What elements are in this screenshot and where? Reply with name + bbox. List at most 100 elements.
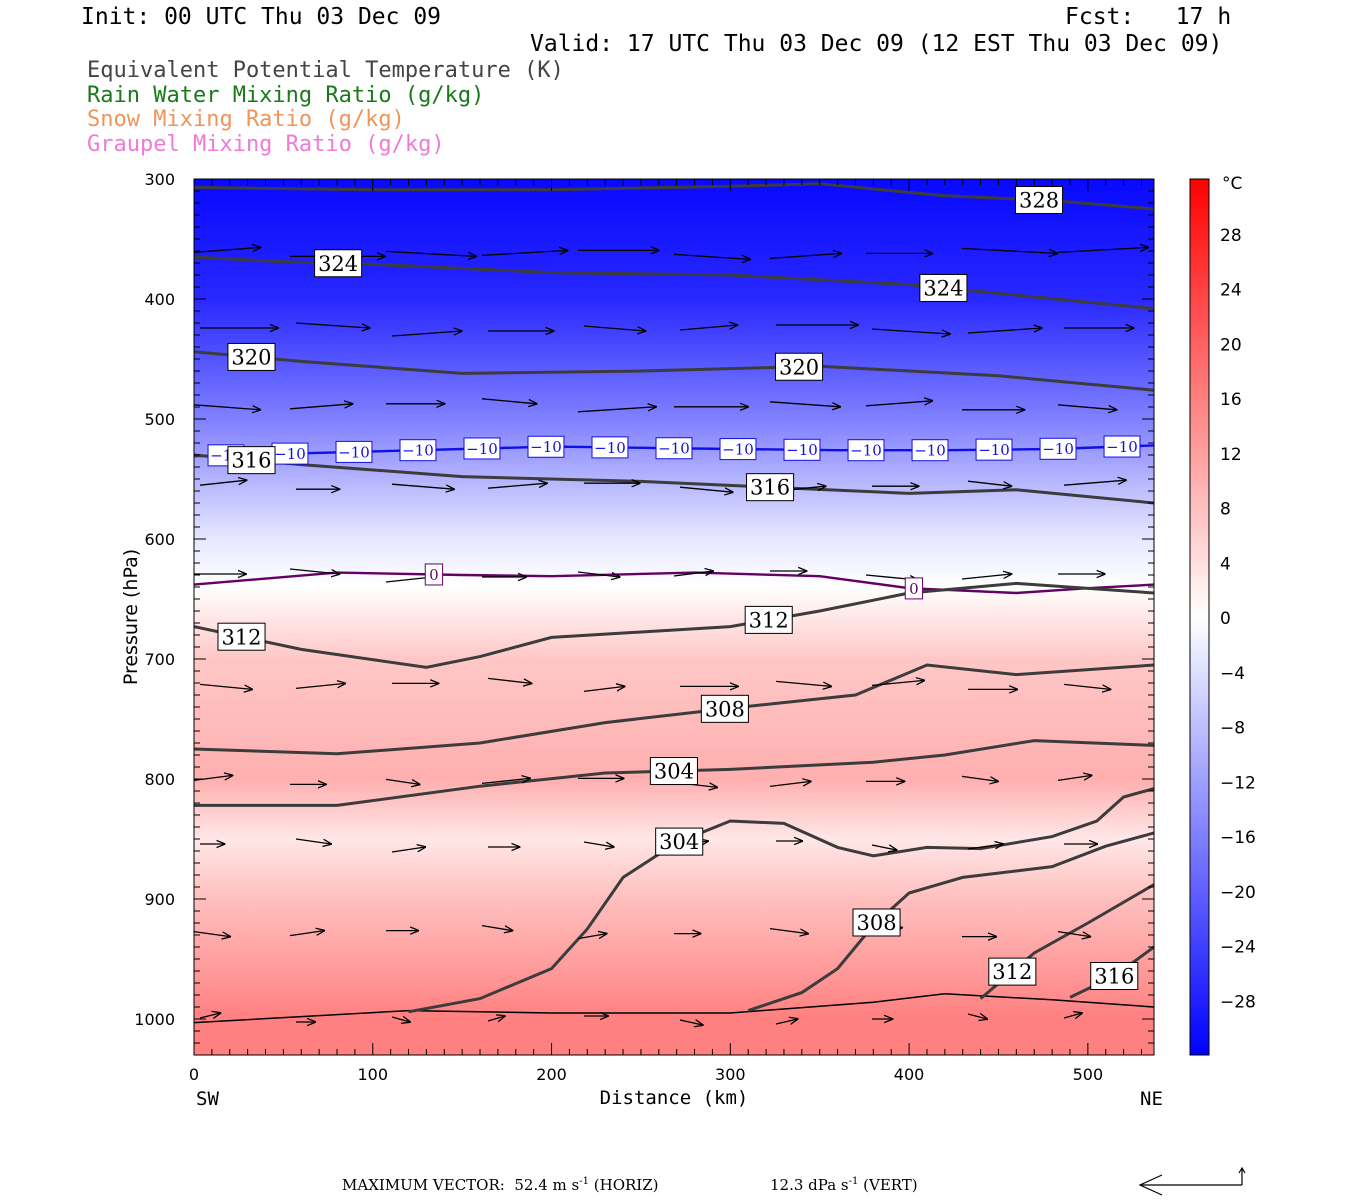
isotherm-label: −10 bbox=[722, 440, 754, 458]
theta-e-label-box bbox=[919, 273, 968, 302]
colorbar-tick-label: 12 bbox=[1220, 445, 1242, 465]
y-tick-label: 700 bbox=[144, 650, 175, 669]
isotherm-label: −10 bbox=[402, 442, 434, 460]
wind-vector bbox=[673, 571, 713, 577]
wind-vector bbox=[967, 480, 1011, 486]
wind-vector bbox=[961, 775, 998, 781]
wind-vector bbox=[289, 931, 324, 937]
wind-vector bbox=[487, 677, 532, 683]
isotherm-label-box bbox=[719, 438, 757, 461]
wind-vector bbox=[961, 247, 1057, 253]
theta-e-contour bbox=[194, 453, 1154, 505]
isotherm-label-box bbox=[335, 440, 373, 463]
wind-vector bbox=[967, 328, 1042, 334]
plot-frame bbox=[193, 178, 1155, 1056]
wind-vector bbox=[194, 404, 260, 410]
wind-vector bbox=[871, 845, 897, 850]
y-axis-label: Pressure (hPa) bbox=[120, 549, 142, 685]
wind-vector bbox=[679, 486, 733, 492]
theta-e-contour bbox=[747, 831, 1154, 1013]
wind-vector bbox=[487, 1016, 505, 1021]
theta-e-label: 316 bbox=[231, 449, 271, 473]
x-tick-label: 300 bbox=[715, 1065, 746, 1084]
colorbar-tick-label: −8 bbox=[1220, 719, 1245, 739]
wind-vector bbox=[961, 574, 1011, 580]
isotherm-label: −10 bbox=[1106, 438, 1138, 456]
isotherm-label-box bbox=[904, 577, 924, 600]
colorbar-tick-label: −28 bbox=[1220, 992, 1256, 1012]
isotherm-label: −10 bbox=[274, 445, 306, 463]
colorbar-unit: °C bbox=[1222, 174, 1242, 194]
wind-vector bbox=[1057, 404, 1117, 410]
isotherm-label: −10 bbox=[658, 440, 690, 458]
colorbar-tick-label: 24 bbox=[1220, 281, 1242, 301]
theta-e-label-box bbox=[746, 473, 795, 502]
wind-vector bbox=[673, 253, 750, 259]
theta-e-label: 308 bbox=[856, 911, 896, 935]
theta-e-label-box bbox=[227, 446, 276, 475]
wind-vector bbox=[199, 1013, 220, 1018]
isotherm-label: 0 bbox=[909, 580, 919, 598]
wind-vector bbox=[391, 847, 425, 853]
theta-e-label-box bbox=[217, 622, 266, 651]
theta-e-label-box bbox=[227, 342, 276, 371]
isotherm-label: −10 bbox=[594, 439, 626, 457]
y-tick-label: 600 bbox=[144, 530, 175, 549]
theta-e-label: 316 bbox=[750, 476, 790, 500]
wind-vector bbox=[199, 480, 247, 486]
theta-e-label: 316 bbox=[1094, 965, 1134, 989]
theta-e-contour bbox=[194, 739, 1154, 807]
x-end-label-sw: SW bbox=[196, 1088, 219, 1110]
isotherm-label: −10 bbox=[850, 442, 882, 460]
wind-vector bbox=[583, 686, 625, 693]
wind-vector bbox=[577, 407, 656, 413]
theta-e-contour bbox=[408, 787, 1154, 1014]
y-tick-label: 800 bbox=[144, 770, 175, 789]
colorbar-tick-label: 28 bbox=[1220, 226, 1242, 246]
wind-vector bbox=[194, 247, 261, 254]
wind-vector bbox=[871, 680, 924, 687]
x-tick-label: 0 bbox=[189, 1065, 199, 1084]
theta-e-label-box bbox=[314, 249, 363, 278]
wind-vector bbox=[199, 683, 252, 689]
theta-e-contour bbox=[194, 350, 1154, 392]
colorbar-tick-label: 20 bbox=[1220, 335, 1242, 355]
isotherm-label-box bbox=[1103, 435, 1141, 458]
theta-e-label: 308 bbox=[705, 697, 745, 721]
isotherm-label: −10 bbox=[338, 443, 370, 461]
theta-e-label: 320 bbox=[779, 355, 819, 379]
theta-e-label: 304 bbox=[654, 760, 694, 784]
x-axis-label: Distance (km) bbox=[600, 1087, 749, 1109]
wind-vector bbox=[769, 927, 808, 934]
theta-e-label: 324 bbox=[923, 277, 963, 301]
theta-e-contour bbox=[194, 581, 1154, 669]
isotherm-label-box bbox=[527, 435, 565, 458]
init-time: Init: 00 UTC Thu 03 Dec 09 bbox=[81, 4, 442, 30]
reference-vector bbox=[1138, 1166, 1246, 1196]
isotherm-label-box bbox=[1039, 437, 1077, 460]
wind-vector bbox=[967, 1014, 987, 1019]
theta-e-label-box bbox=[744, 605, 793, 634]
y-tick-label: 1000 bbox=[134, 1010, 175, 1029]
legend-graupel: Graupel Mixing Ratio (g/kg) bbox=[87, 132, 445, 157]
valid-time: Valid: 17 UTC Thu 03 Dec 09 (12 EST Thu … bbox=[530, 31, 1223, 57]
isotherm-label: −10 bbox=[466, 440, 498, 458]
wind-vector bbox=[1063, 480, 1126, 486]
colorbar-tick-label: −24 bbox=[1220, 938, 1256, 958]
wind-vector bbox=[481, 924, 512, 931]
theta-e-label-box bbox=[852, 908, 901, 937]
wind-vector bbox=[775, 680, 831, 686]
wind-vector bbox=[769, 781, 811, 788]
x-tick-label: 200 bbox=[536, 1065, 567, 1084]
wind-vector bbox=[769, 401, 840, 407]
y-tick-label: 300 bbox=[144, 170, 175, 189]
theta-e-label-box bbox=[655, 827, 704, 856]
x-tick-label: 500 bbox=[1073, 1065, 1104, 1084]
legend-theta-e: Equivalent Potential Temperature (K) bbox=[87, 58, 564, 83]
isotherm-label: −10 bbox=[786, 441, 818, 459]
x-tick-label: 100 bbox=[357, 1065, 388, 1084]
wind-vector bbox=[583, 841, 614, 847]
wind-vector bbox=[289, 404, 352, 410]
colorbar-tick-label: −12 bbox=[1220, 773, 1256, 793]
